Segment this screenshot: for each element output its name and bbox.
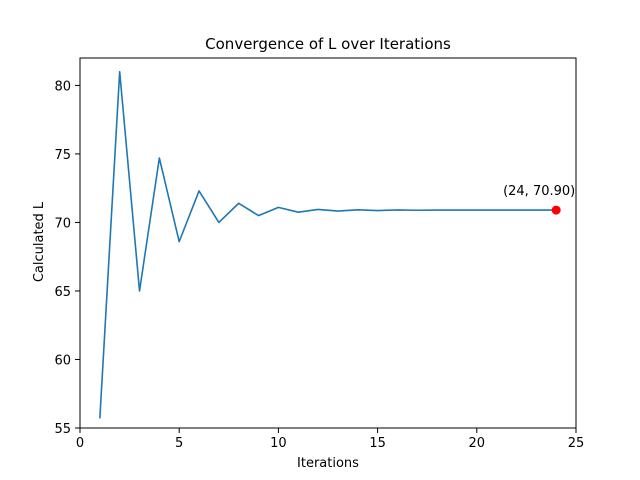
y-tick-label: 70: [54, 216, 71, 231]
x-axis-title: Iterations: [297, 456, 359, 471]
y-tick-label: 55: [54, 422, 71, 437]
highlight-layer: (24, 70.90): [503, 184, 575, 215]
plot-frame: [79, 57, 577, 429]
x-tick-label: 20: [469, 436, 486, 451]
series-layer: [99, 70, 557, 419]
x-tick-label: 5: [175, 436, 183, 451]
x-tick-label: 10: [270, 436, 287, 451]
series-line: [99, 70, 557, 419]
y-tick-label: 60: [54, 353, 71, 368]
y-tick-label: 65: [54, 285, 71, 300]
y-tick-label: 80: [54, 79, 71, 94]
y-axis-title: Calculated L: [32, 201, 47, 282]
highlight-point: [551, 205, 561, 215]
x-tick-label: 15: [369, 436, 386, 451]
axis-ticks: 0 5 10 15 20 25 55 60 65 70 75 80: [54, 79, 584, 451]
highlight-annotation: (24, 70.90): [503, 184, 575, 199]
chart-title: Convergence of L over Iterations: [205, 35, 451, 53]
x-tick-label: 25: [568, 436, 585, 451]
x-tick-label: 0: [76, 436, 84, 451]
y-tick-label: 75: [54, 148, 71, 163]
